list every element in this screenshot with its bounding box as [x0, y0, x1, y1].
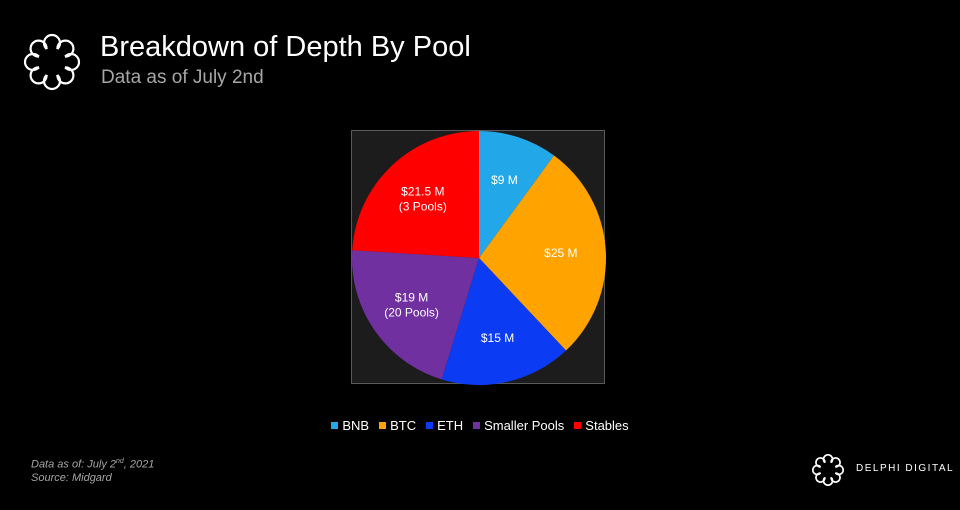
legend-label: BTC: [390, 418, 417, 433]
footnote-date: Data as of: July 2nd, 2021: [31, 458, 155, 471]
pie-slice-stables: [352, 131, 479, 258]
legend-swatch: [574, 422, 582, 429]
delphi-logo-icon: [23, 33, 81, 91]
page-subtitle: Data as of July 2nd: [101, 67, 264, 88]
legend-swatch: [331, 422, 339, 429]
brand-name: DELPHI DIGITAL: [856, 463, 955, 474]
legend-label: Smaller Pools: [484, 418, 565, 433]
page-title: Breakdown of Depth By Pool: [100, 31, 471, 63]
legend-item-eth: ETH: [426, 418, 463, 433]
legend-label: ETH: [437, 418, 464, 433]
data-label-stables: $21.5 M (3 Pools): [399, 184, 447, 213]
pie-slice-bnb: [479, 131, 555, 258]
data-label-btc: $25 M: [544, 246, 577, 260]
legend-item-stables: Stables: [574, 418, 629, 433]
legend-swatch: [473, 422, 481, 429]
legend-item-bnb: BNB: [331, 418, 369, 433]
chart-legend: BNB BTC ETH Smaller Pools Stables: [0, 418, 960, 433]
pie-slice-smaller-pools: [352, 250, 479, 380]
legend-swatch: [379, 422, 387, 429]
pie-chart: $9 M $25 M $15 M $19 M (20 Pools) $21.5 M (3 P…: [352, 131, 606, 385]
legend-item-btc: BTC: [379, 418, 416, 433]
footnote-source: Source: Midgard: [31, 472, 112, 484]
data-label-eth: $15 M: [481, 331, 514, 345]
data-label-smaller-pools: $19 M (20 Pools): [384, 291, 439, 320]
pie-slice-eth: [441, 258, 567, 385]
legend-label: Stables: [585, 418, 629, 433]
data-label-bnb: $9 M: [491, 173, 518, 187]
pie-chart-panel: $9 M $25 M $15 M $19 M (20 Pools) $21.5 M (3 P…: [351, 130, 606, 385]
pie-slice-btc: [479, 155, 606, 351]
legend-label: BNB: [342, 418, 370, 433]
legend-item-smaller-pools: Smaller Pools: [473, 418, 564, 433]
delphi-brand-icon: [811, 453, 845, 487]
legend-swatch: [426, 422, 434, 429]
